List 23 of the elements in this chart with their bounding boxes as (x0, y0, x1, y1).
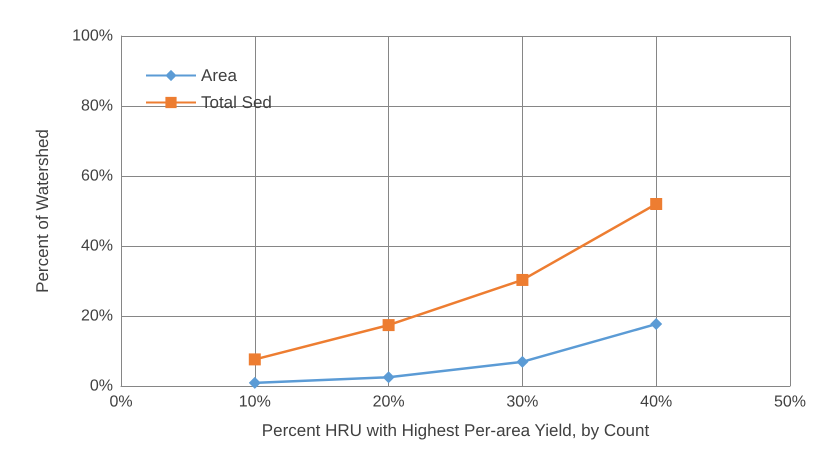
point (382, 371, 395, 384)
y-tick-label: 20% (80, 308, 113, 324)
y-axis-title: Percent of Watershed (33, 129, 52, 293)
point (248, 353, 261, 366)
x-tick-label: 10% (238, 394, 271, 410)
y-tick-label: 0% (90, 378, 113, 394)
y-tick-label: 80% (80, 98, 113, 114)
x-tick-label: 20% (372, 394, 405, 410)
point (650, 198, 662, 210)
y-tick-label: 40% (80, 238, 113, 254)
x-tick-label: 0% (109, 394, 133, 410)
x-tick-label: 50% (774, 394, 806, 410)
point (516, 356, 528, 368)
point (650, 318, 662, 330)
x-tick-label: 40% (640, 394, 672, 410)
x-tick-label: 30% (506, 394, 538, 410)
legend-label: Area (201, 66, 238, 85)
y-tick-label: 100% (72, 28, 113, 44)
point (382, 319, 395, 332)
point (516, 274, 528, 286)
x-axis-title: Percent HRU with Highest Per-area Yield, by Count (262, 421, 650, 440)
point (248, 376, 261, 389)
y-tick-label: 60% (80, 168, 113, 184)
